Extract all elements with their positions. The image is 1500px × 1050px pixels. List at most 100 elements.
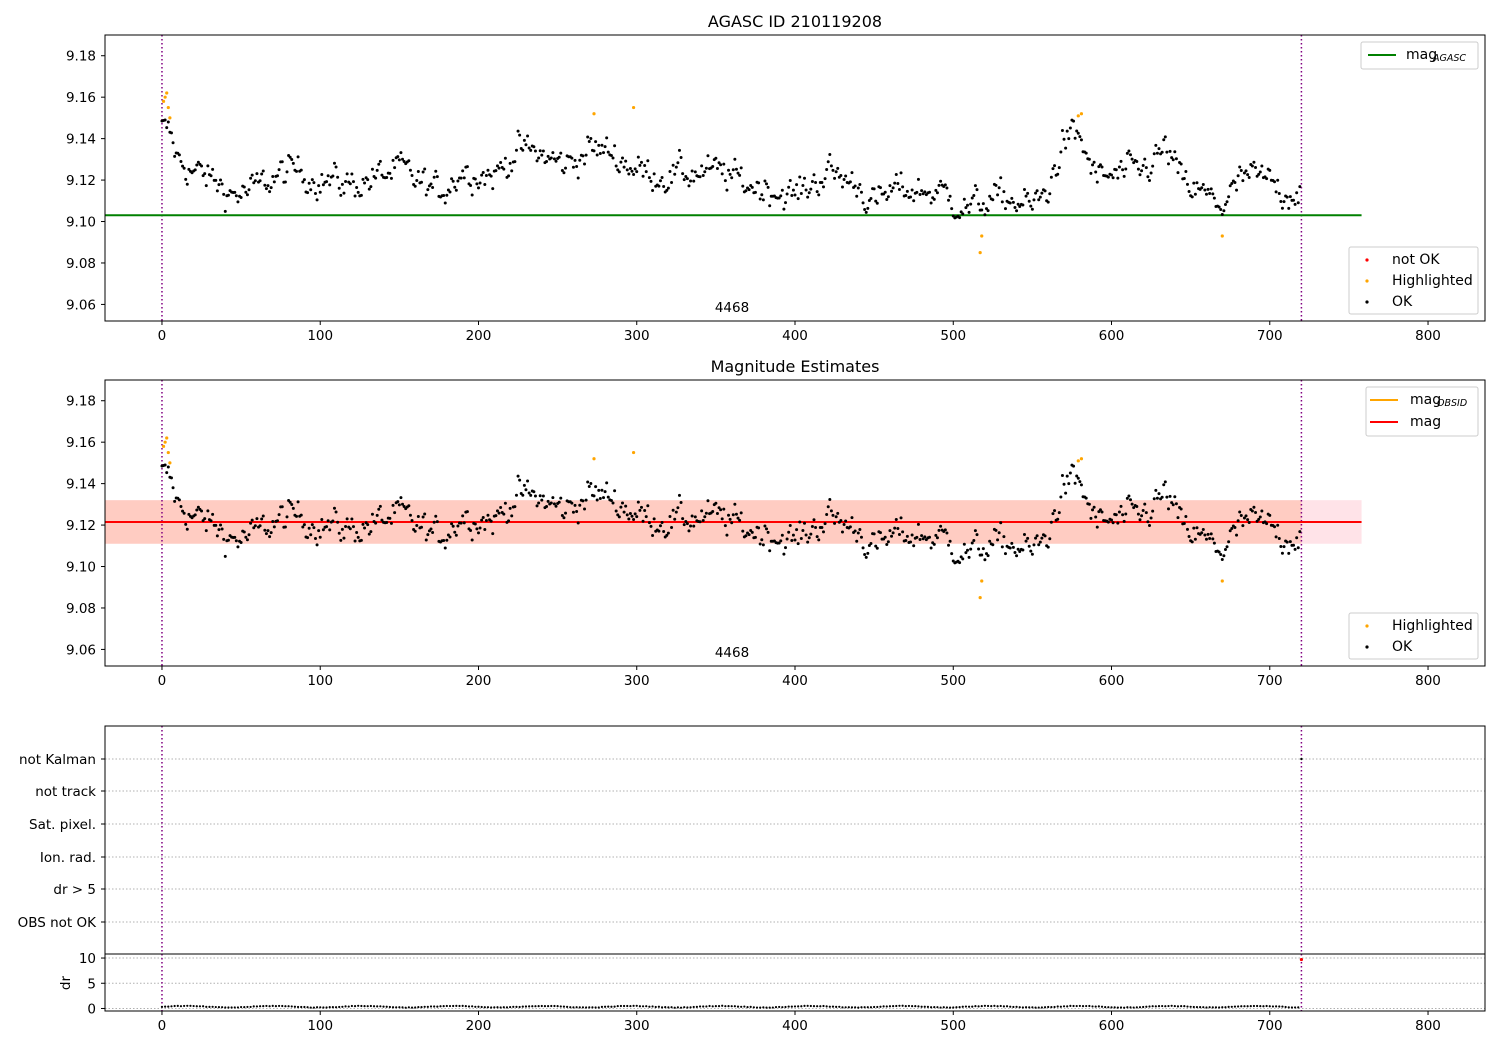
data-point-ok <box>1260 164 1264 168</box>
data-point-ok <box>1094 515 1098 519</box>
data-point-ok <box>431 531 435 535</box>
data-point-ok <box>947 543 951 547</box>
data-point-ok <box>723 179 727 183</box>
x-tick-label: 500 <box>940 328 966 344</box>
data-point-ok <box>209 519 213 523</box>
dr-point <box>800 1005 803 1008</box>
dr-point <box>1116 1006 1119 1009</box>
dr-point <box>363 1005 366 1008</box>
data-point-ok <box>1193 537 1197 541</box>
panel-1-obsid-label: 4468 <box>715 300 749 316</box>
data-point-ok <box>1013 206 1017 210</box>
dr-point <box>594 1006 597 1009</box>
data-point-ok <box>1203 533 1207 537</box>
data-point-ok <box>886 540 890 544</box>
data-point-ok <box>609 154 613 158</box>
data-point-highlighted <box>1220 579 1224 583</box>
data-point-ok <box>456 524 460 528</box>
dr-point <box>224 1006 227 1009</box>
data-point-ok <box>325 525 329 529</box>
data-point-ok <box>1225 200 1229 204</box>
dr-point <box>1043 1006 1047 1009</box>
data-point-ok <box>649 524 653 528</box>
dr-point <box>996 1005 999 1008</box>
data-point-ok <box>864 555 868 559</box>
data-point-ok <box>359 538 363 542</box>
data-point-ok <box>1078 480 1082 484</box>
data-point-ok <box>630 169 634 173</box>
data-point-ok <box>465 165 469 169</box>
dr-point <box>455 1004 458 1007</box>
data-point-ok <box>1170 156 1174 160</box>
data-point-ok <box>1122 519 1126 523</box>
data-point-ok <box>1127 494 1131 498</box>
dr-point <box>202 1005 205 1008</box>
data-point-ok <box>1106 520 1110 524</box>
data-point-ok <box>649 179 653 183</box>
data-point-ok <box>461 169 465 173</box>
data-point-ok <box>651 533 655 537</box>
data-point-ok <box>451 179 455 183</box>
data-point-ok <box>1200 531 1204 535</box>
dr-point <box>344 1005 347 1008</box>
dr-point <box>841 1006 844 1009</box>
data-point-ok <box>1132 506 1136 510</box>
data-point-ok <box>1144 511 1148 515</box>
dr-point <box>1104 1006 1107 1009</box>
panel-1-y-axis: 9.069.089.109.129.149.169.18 <box>66 49 105 313</box>
dr-point <box>578 1006 581 1009</box>
data-point-ok <box>1220 558 1224 562</box>
data-point-ok <box>765 182 769 186</box>
data-point-ok <box>973 529 977 533</box>
dr-point <box>638 1005 642 1008</box>
panel-2-x-axis: 0 100 200 300 400 500 600 700 800 <box>158 666 1441 689</box>
data-point-ok <box>1168 149 1172 153</box>
data-point-ok <box>1242 516 1246 520</box>
dr-point <box>670 1006 673 1009</box>
data-point-ok <box>557 155 561 159</box>
y-tick-label: 9.08 <box>66 256 96 272</box>
data-point-ok <box>361 177 365 181</box>
data-point-ok <box>193 168 197 172</box>
data-point-ok <box>359 193 363 197</box>
data-point-ok <box>489 519 493 523</box>
data-point-ok <box>1084 496 1088 500</box>
data-point-ok <box>236 200 240 204</box>
data-point-ok <box>219 523 223 527</box>
data-point-ok <box>793 538 797 542</box>
dr-point <box>930 1006 933 1009</box>
dr-point <box>429 1005 433 1008</box>
dr-point <box>809 1004 812 1008</box>
data-point-ok <box>1057 511 1061 515</box>
data-point-ok <box>312 181 316 185</box>
data-point-ok <box>296 155 300 159</box>
data-point-ok <box>668 169 672 173</box>
data-point-ok <box>994 528 998 532</box>
data-point-ok <box>1067 137 1071 141</box>
data-point-ok <box>1166 507 1170 511</box>
data-point-ok <box>934 533 938 537</box>
data-point-ok <box>836 166 840 170</box>
data-point-ok <box>684 519 688 523</box>
dr-point <box>341 1005 344 1008</box>
data-point-ok <box>578 503 582 507</box>
data-point-ok <box>850 516 854 520</box>
dr-point <box>873 1005 876 1009</box>
data-point-ok <box>252 526 256 530</box>
dr-point <box>1018 1006 1021 1009</box>
data-point-ok <box>1203 188 1207 192</box>
data-point-ok <box>796 542 800 546</box>
data-point-ok <box>950 552 954 556</box>
data-point-ok <box>715 167 719 171</box>
data-point-ok <box>785 537 789 541</box>
data-point-ok <box>1021 548 1025 552</box>
dr-point <box>885 1005 888 1008</box>
dr-point <box>262 1005 265 1008</box>
data-point-ok <box>301 525 305 529</box>
data-point-ok <box>981 547 985 551</box>
data-point-ok <box>758 197 762 201</box>
data-point-ok <box>1129 498 1132 502</box>
data-point-ok <box>345 172 349 176</box>
panel-1-frame <box>104 34 1486 322</box>
data-point-ok <box>320 172 324 176</box>
